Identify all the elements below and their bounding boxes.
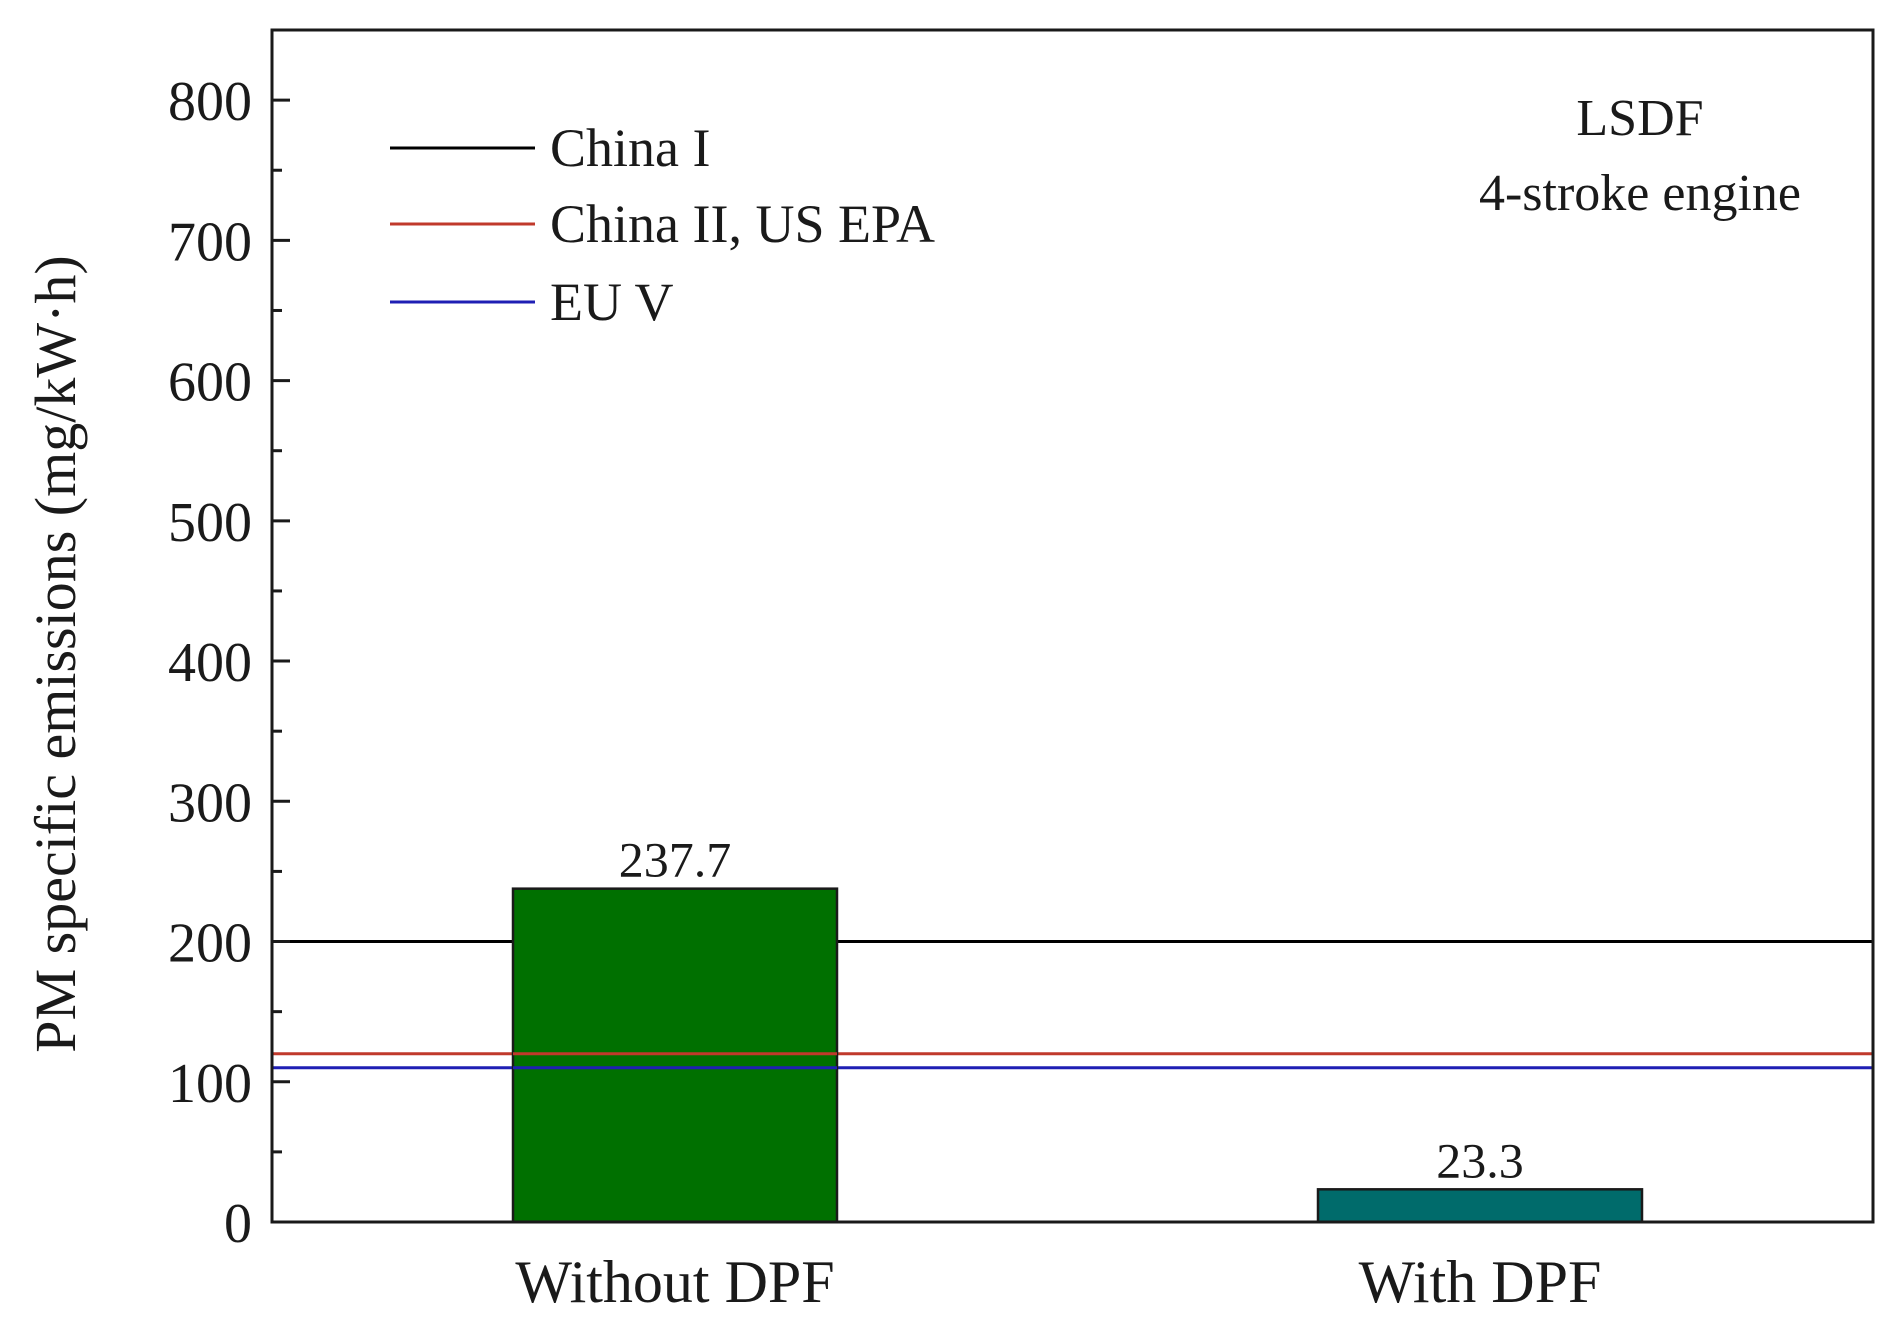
y-tick-label: 300 (168, 772, 252, 834)
y-tick-label: 800 (168, 71, 252, 133)
y-tick-label: 600 (168, 352, 252, 414)
bar-value-label: 23.3 (1436, 1132, 1524, 1188)
bar-with-dpf (1316, 1188, 1644, 1224)
bar-value-label: 237.7 (619, 832, 732, 888)
bar-without-dpf (511, 887, 839, 1224)
y-tick-label: 100 (168, 1053, 252, 1115)
annotation-text: 4-stroke engine (1479, 165, 1801, 222)
annotation-text: LSDF (1576, 90, 1703, 147)
x-tick-label: Without DPF (515, 1249, 834, 1315)
y-tick-label: 200 (168, 913, 252, 975)
legend-label: China II, US EPA (550, 194, 935, 254)
y-tick-label: 0 (224, 1193, 252, 1255)
y-tick-label: 400 (168, 632, 252, 694)
y-axis-title: PM specific emissions (mg/kW·h) (23, 255, 88, 1052)
y-tick-label: 700 (168, 211, 252, 273)
y-tick-label: 500 (168, 492, 252, 554)
plot-frame (270, 28, 1875, 1224)
legend-label: China I (550, 118, 710, 178)
x-tick-label: With DPF (1359, 1249, 1602, 1315)
legend-label: EU V (550, 272, 674, 332)
